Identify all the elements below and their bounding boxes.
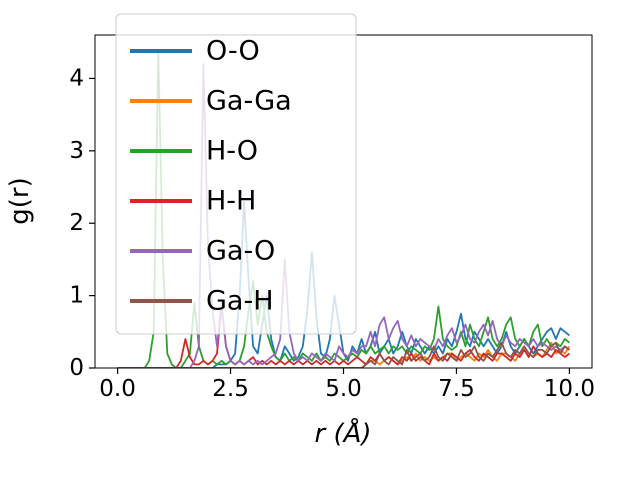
legend: O-O Ga-Ga H-O H-H Ga-O Ga-H — [115, 13, 357, 335]
x-axis-ticks: 0.0 2.5 5.0 7.5 10.0 — [99, 368, 595, 402]
y-axis-label: g(r) — [5, 177, 35, 224]
y-tick-label: 0 — [69, 355, 84, 381]
legend-label: H-O — [206, 136, 258, 167]
legend-box — [115, 13, 357, 335]
y-axis-ticks: 0 1 2 3 4 — [69, 65, 95, 381]
y-tick-label: 1 — [69, 283, 84, 309]
legend-item-O-O: O-O — [130, 36, 260, 67]
legend-item-Ga-O: Ga-O — [130, 236, 275, 267]
legend-label: O-O — [206, 36, 260, 67]
x-tick-label: 2.5 — [212, 376, 249, 402]
legend-label: Ga-Ga — [206, 86, 292, 117]
x-tick-label: 0.0 — [99, 376, 136, 402]
legend-item-H-O: H-O — [130, 136, 258, 167]
legend-item-Ga-H: Ga-H — [130, 286, 274, 317]
x-tick-label: 7.5 — [438, 376, 475, 402]
legend-label: Ga-O — [206, 236, 275, 267]
x-tick-label: 5.0 — [325, 376, 362, 402]
series-line-Ga-O — [117, 63, 570, 368]
legend-item-Ga-Ga: Ga-Ga — [130, 86, 292, 117]
y-tick-label: 2 — [69, 210, 84, 236]
x-tick-label: 10.0 — [544, 376, 595, 402]
x-axis-label: r (Å) — [314, 417, 371, 449]
y-tick-label: 3 — [69, 138, 84, 164]
legend-item-H-H: H-H — [130, 186, 256, 217]
series-line-Ga-H — [117, 341, 570, 368]
y-tick-label: 4 — [69, 65, 84, 91]
legend-label: H-H — [206, 186, 256, 217]
legend-label: Ga-H — [206, 286, 274, 317]
